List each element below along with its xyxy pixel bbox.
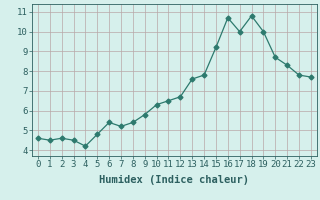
X-axis label: Humidex (Indice chaleur): Humidex (Indice chaleur) (100, 175, 249, 185)
